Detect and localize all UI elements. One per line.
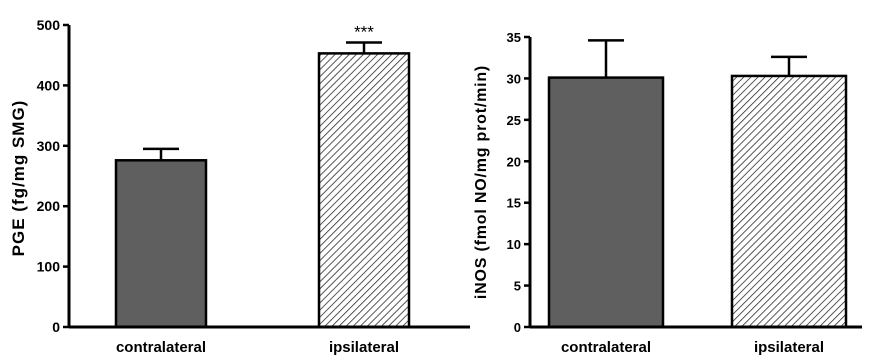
y-tick-label: 400 (37, 77, 61, 93)
y-tick-label: 25 (507, 113, 521, 128)
bar-contralateral (114, 159, 208, 329)
bar-ipsilateral (730, 74, 848, 329)
x-tick-label: contralateral (561, 339, 651, 356)
y-tick-label: 20 (507, 154, 521, 169)
x-tick-label: contralateral (116, 339, 206, 356)
bar-contralateral (547, 76, 665, 329)
y-tick-label: 100 (37, 259, 61, 275)
y-tick-label: 200 (37, 198, 61, 214)
y-tick-label: 35 (507, 30, 521, 45)
y-tick-label: 300 (37, 138, 61, 154)
y-tick-label: 5 (514, 279, 521, 294)
plot-area: contralateral *** ipsilateral 0 100 200 300 400… (37, 17, 470, 356)
x-tick-label: ipsilateral (754, 339, 824, 356)
x-tick-label: ipsilateral (329, 339, 399, 356)
pge-bar-chart: PGE (fg/mg SMG) contralateral *** ipsilate… (9, 17, 470, 356)
y-axis-label: PGE (fg/mg SMG) (9, 100, 28, 257)
inos-bar-chart: iNOS (fmol NO/mg prot/min) contralateral… (473, 30, 862, 356)
y-tick-label: 30 (507, 71, 521, 86)
plot-area: contralateral ipsilateral 0 5 10 15 20 25 30 35 (507, 30, 862, 356)
y-tick-label: 15 (507, 196, 521, 211)
significance-label: *** (354, 23, 374, 42)
bar-ipsilateral (317, 52, 411, 329)
y-axis-label: iNOS (fmol NO/mg prot/min) (473, 65, 490, 299)
y-tick-label: 500 (37, 17, 61, 33)
y-tick-label: 0 (514, 320, 521, 335)
y-tick-label: 0 (52, 319, 60, 335)
y-tick-label: 10 (507, 237, 521, 252)
